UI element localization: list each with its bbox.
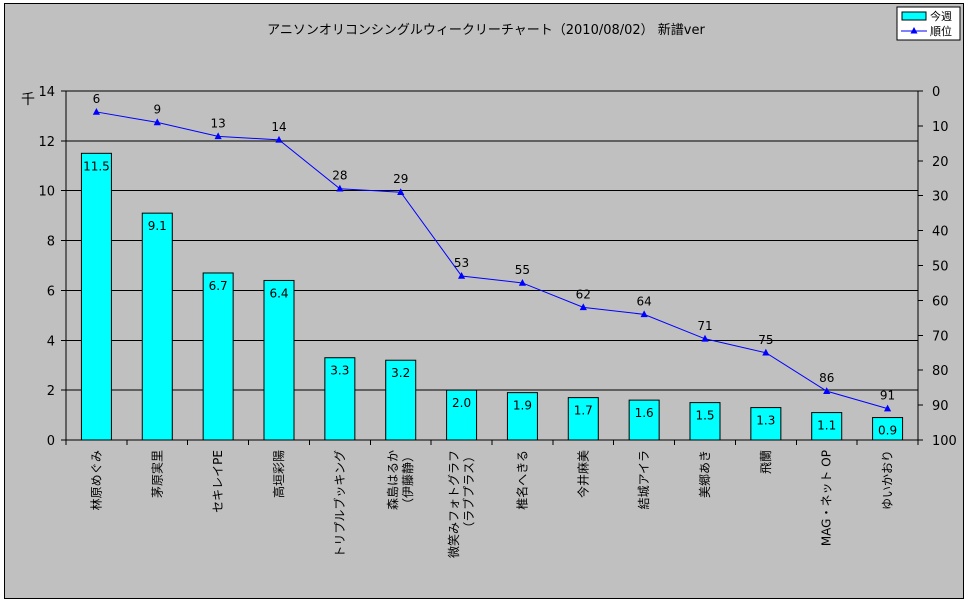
rank-marker [275,135,283,143]
legend: 今週 順位 [896,6,961,41]
bar [324,357,356,441]
rank-data-label: 62 [576,287,591,301]
y2-tick-label: 60 [932,294,949,309]
rank-data-label: 86 [819,371,834,385]
x-category-label: 茅原実里 [149,450,164,498]
y2-tick-label: 20 [932,155,949,170]
rank-line [96,111,888,410]
bar [628,399,660,441]
bar [506,392,538,441]
bar-data-label: 6.4 [269,286,288,300]
y2-tick-label: 0 [932,85,940,100]
bar-data-label: 1.6 [635,406,654,420]
rank-data-label: 55 [515,263,530,277]
bar-data-label: 0.9 [878,424,897,438]
rank-marker [701,334,709,342]
y-axis-label: 千 [21,92,35,108]
x-category-label: 椎名へきる [514,450,529,510]
y-tick-label: 14 [38,85,55,100]
bar [567,397,599,441]
y-tick-label: 0 [47,434,55,449]
bar-data-label: 1.1 [817,419,836,433]
rank-marker [397,188,405,196]
chart-title: アニソンオリコンシングルウィークリーチャート（2010/08/02） 新譜ver [267,22,705,38]
x-category-label: 林原めぐみ [89,450,103,510]
x-category-label: 森島はるか（伊藤静） [385,450,415,510]
x-category-label: 高垣彩陽 [271,450,286,498]
rank-data-label: 28 [332,169,347,183]
rank-data-label: 71 [697,319,712,333]
legend-label-rank: 順位 [930,24,952,38]
bar-data-label: 3.2 [391,366,410,380]
bar-data-label: 2.0 [452,396,471,410]
bar [872,417,904,441]
legend-bar-swatch [901,11,927,21]
rank-data-label: 14 [271,120,286,134]
bar-data-label: 11.5 [83,159,110,173]
y2-tick-label: 100 [932,434,957,449]
bar [263,279,295,441]
rank-marker [518,278,527,286]
x-category-label: トリプルブッキング [332,450,347,558]
rank-data-label: 91 [880,389,895,403]
bar [811,412,843,441]
rank-marker [214,132,222,140]
y2-tick-label: 90 [932,399,949,414]
y-tick-label: 6 [47,284,55,299]
bar [446,389,478,441]
x-category-label: MAG・ネット OP [820,450,834,546]
rank-data-label: 13 [211,116,226,130]
rank-marker [762,348,770,356]
bar-data-label: 3.3 [330,364,349,378]
rank-marker [579,303,587,311]
y-tick-label: 12 [38,135,55,150]
plot-area: 0 2 4 6 8 10 12 14 0 10 20 30 40 50 60 70 80 90 100 11.5 9.1… [38,85,956,558]
y2-tick-label: 50 [932,260,949,275]
bar-data-label: 1.5 [695,409,714,423]
x-category-label: 美郷あき [698,450,712,498]
rank-data-label: 29 [393,172,408,186]
rank-data-label: 75 [758,333,773,347]
y-tick-label: 2 [47,384,55,399]
rank-marker [153,118,161,126]
rank-marker [883,404,892,412]
bar [80,152,112,441]
rank-marker [457,271,466,279]
bar-data-label: 1.3 [756,414,775,428]
rank-data-label: 64 [637,294,652,308]
y2-tick-label: 30 [932,190,949,205]
bar-data-label: 9.1 [148,219,167,233]
bar [689,402,721,441]
rank-marker [640,310,648,318]
x-category-label: 微笑みフォトグラフ（ラブプラス） [446,450,476,558]
y2-tick-label: 70 [932,329,949,344]
rank-marker [336,184,344,192]
y2-tick-label: 80 [932,364,949,379]
legend-label-this-week: 今週 [930,9,952,23]
x-category-label: 飛蘭 [759,450,773,474]
x-category-label: セキレイPE [211,450,225,513]
y2-tick-label: 40 [932,225,949,240]
y-tick-label: 10 [38,185,55,200]
rank-data-label: 53 [454,256,469,270]
bar-data-label: 6.7 [209,279,228,293]
bar [750,407,782,441]
bar-data-label: 1.7 [574,404,593,418]
rank-data-label: 9 [153,102,161,116]
bar [202,272,234,441]
bar-data-label: 1.9 [513,399,532,413]
bar [141,212,173,441]
rank-marker [92,107,101,115]
rank-data-label: 6 [93,92,101,106]
x-category-label: ゆいかおり [881,450,895,510]
x-category-label: 結城アイラ [637,450,651,509]
y2-tick-label: 10 [932,120,949,135]
y-tick-label: 8 [47,235,55,250]
y-tick-label: 4 [47,334,55,349]
bar [385,359,417,441]
rank-marker [823,387,831,394]
x-category-label: 今井麻美 [575,450,590,498]
legend-rank-marker [910,27,918,34]
